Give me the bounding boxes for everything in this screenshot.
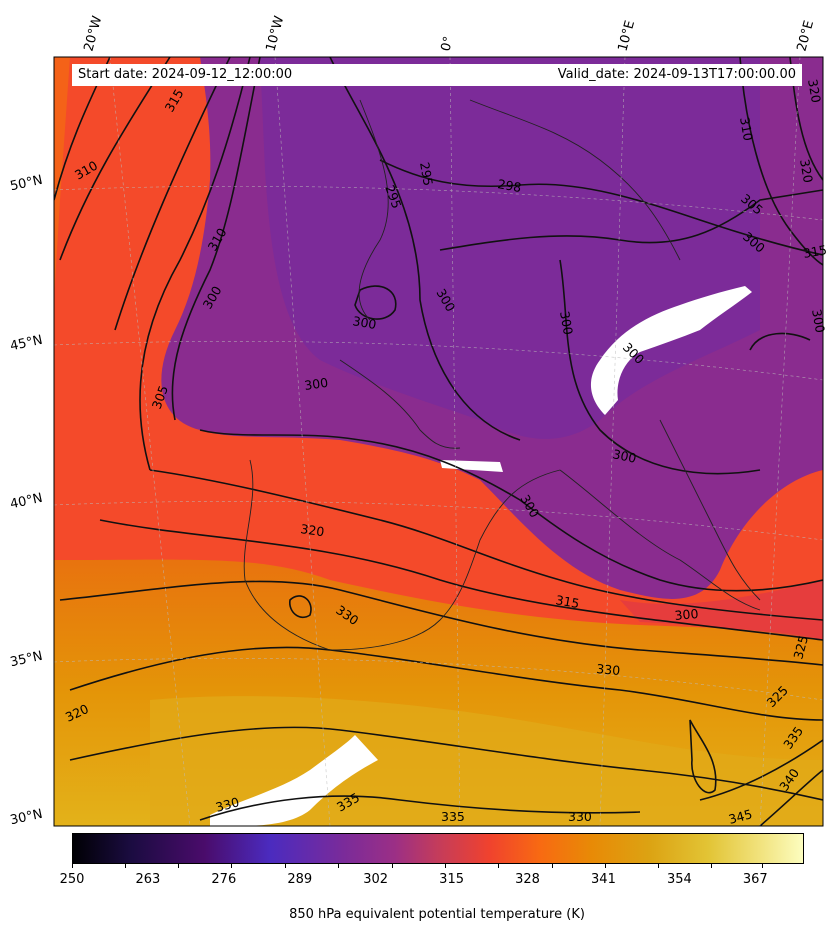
contour-label: 295 — [417, 161, 436, 187]
contour-label: 315 — [554, 592, 580, 611]
contour-label: 300 — [611, 446, 638, 466]
contour-label: 300 — [303, 375, 329, 393]
colorbar-tick: 354 — [666, 872, 692, 887]
contour-label: 320 — [797, 158, 816, 184]
valid-date: Valid_date: 2024-09-13T17:00:00.00 — [557, 67, 796, 82]
contour-label: 335 — [441, 809, 465, 824]
contour-label: 315 — [802, 242, 828, 261]
colorbar-tick: 263 — [135, 872, 161, 887]
missing-data-pyrenees — [440, 460, 503, 472]
contour-label: 298 — [496, 176, 522, 195]
colorbar-tick: 367 — [742, 872, 768, 887]
colorbar-tick: 315 — [439, 872, 465, 887]
colorbar-tick: 250 — [59, 872, 85, 887]
start-date: Start date: 2024-09-12_12:00:00 — [78, 67, 293, 82]
colorbar-tick: 328 — [515, 872, 540, 887]
colorbar-tick: 341 — [591, 872, 616, 887]
contour-label: 330 — [596, 661, 621, 678]
contour-label: 300 — [351, 313, 377, 332]
date-header: Start date: 2024-09-12_12:00:00 Valid_da… — [72, 64, 802, 86]
colorbar-tick: 302 — [363, 872, 389, 887]
missing-data-alps — [590, 286, 752, 415]
contour-label: 320 — [300, 521, 326, 539]
contour-label: 300 — [674, 606, 699, 623]
contour-label: 325 — [790, 634, 811, 661]
contour-label: 330 — [568, 809, 592, 824]
contour-label: 320 — [805, 78, 824, 104]
missing-data-atlas — [210, 735, 378, 826]
contour-label: 345 — [727, 806, 754, 827]
contour-label: 310 — [737, 116, 756, 142]
colorbar-tick: 276 — [211, 872, 237, 887]
colorbar-tick: 289 — [287, 872, 313, 887]
contour-label: 300 — [809, 308, 828, 334]
contour-label: 330 — [214, 794, 241, 815]
colorbar-label: 850 hPa equivalent potential temperature… — [289, 907, 585, 922]
contour-label: 300 — [557, 310, 576, 336]
colorbar — [72, 833, 804, 864]
